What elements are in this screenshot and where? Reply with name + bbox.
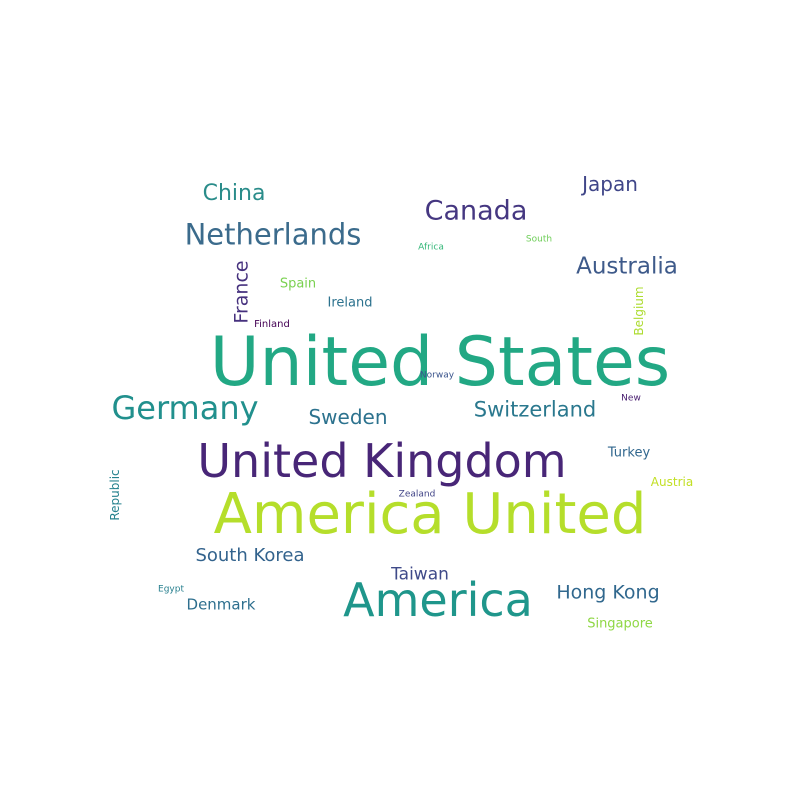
- word-new: New: [621, 393, 641, 404]
- word-america-united: America United: [213, 482, 647, 547]
- word-australia: Australia: [576, 253, 678, 280]
- word-ireland: Ireland: [327, 295, 373, 311]
- word-united-states: United States: [209, 323, 671, 402]
- word-south-korea: South Korea: [195, 545, 305, 566]
- word-hong-kong: Hong Kong: [556, 581, 660, 604]
- word-egypt: Egypt: [158, 584, 184, 595]
- word-china: China: [202, 181, 266, 206]
- word-south: South: [525, 234, 553, 245]
- word-austria: Austria: [650, 475, 694, 489]
- word-switzerland: Switzerland: [473, 397, 597, 422]
- word-germany: Germany: [111, 389, 259, 427]
- word-zealand: Zealand: [398, 489, 436, 500]
- word-france: France: [230, 260, 253, 324]
- word-taiwan: Taiwan: [391, 564, 449, 585]
- word-belgium: Belgium: [632, 286, 646, 336]
- word-finland: Finland: [254, 319, 290, 330]
- word-turkey: Turkey: [607, 445, 651, 461]
- word-norway: Norway: [419, 370, 455, 381]
- word-spain: Spain: [279, 276, 317, 292]
- word-netherlands: Netherlands: [184, 217, 362, 252]
- word-republic: Republic: [108, 469, 122, 521]
- word-singapore: Singapore: [587, 616, 653, 632]
- word-denmark: Denmark: [186, 595, 256, 614]
- word-africa: Africa: [418, 242, 444, 253]
- word-united-kingdom: United Kingdom: [197, 434, 567, 488]
- word-america: America: [343, 573, 533, 627]
- word-canada: Canada: [424, 195, 528, 227]
- word-sweden: Sweden: [308, 405, 388, 429]
- word-japan: Japan: [582, 172, 638, 196]
